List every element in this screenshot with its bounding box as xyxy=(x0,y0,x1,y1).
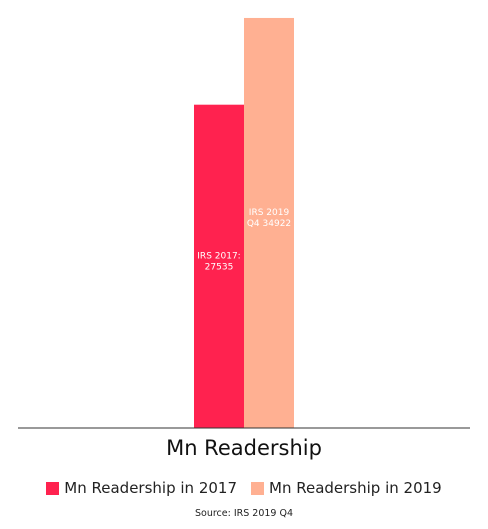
legend-swatch-2017 xyxy=(46,481,60,495)
legend: Mn Readership in 2017 Mn Readership in 2… xyxy=(0,479,488,497)
legend-item-2019[interactable]: Mn Readership in 2019 xyxy=(251,479,442,497)
source-note: Source: IRS 2019 Q4 xyxy=(194,508,294,519)
legend-label-2017: Mn Readership in 2017 xyxy=(64,479,237,497)
category-label: Mn Readership xyxy=(166,436,322,460)
bar-chart: IRS 2017: 27535 IRS 2019 Q4 34922 Mn Reader… xyxy=(18,17,470,460)
legend-label-2019: Mn Readership in 2019 xyxy=(269,479,442,497)
data-label-2017: IRS 2017: 27535 xyxy=(197,251,240,272)
bar-2019[interactable] xyxy=(244,17,294,429)
bar-2017[interactable] xyxy=(194,104,244,428)
legend-item-2017[interactable]: Mn Readership in 2017 xyxy=(46,479,237,497)
data-label-2019: IRS 2019 Q4 34922 xyxy=(247,208,291,229)
legend-swatch-2019 xyxy=(251,481,264,495)
